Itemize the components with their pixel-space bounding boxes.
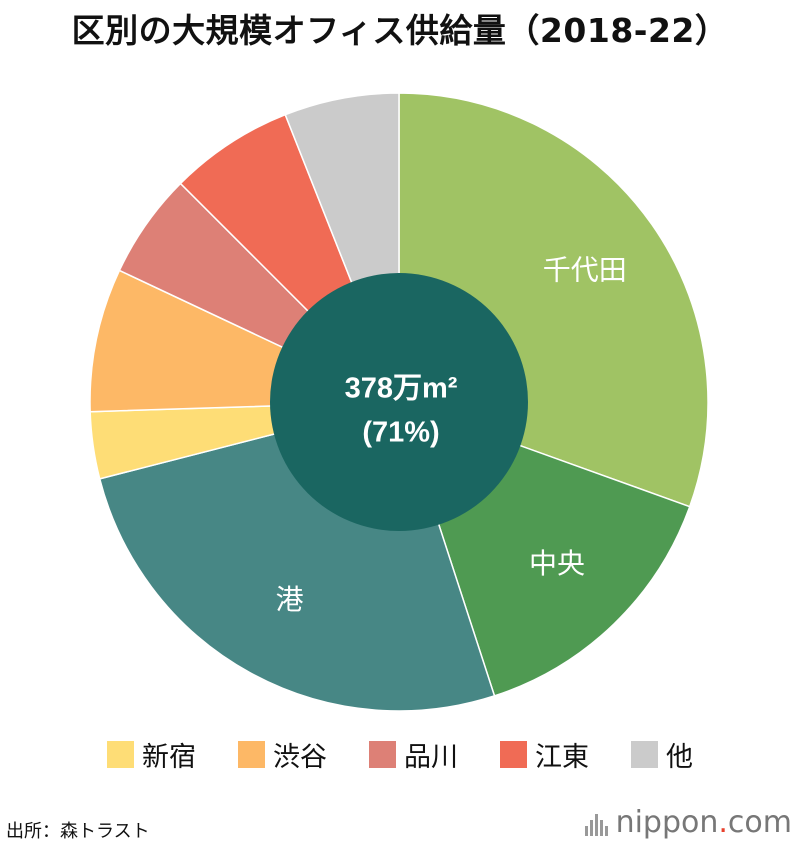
legend-item-shinjuku: 新宿 bbox=[107, 735, 196, 774]
slice-label: 中央 bbox=[529, 547, 585, 580]
logo-suffix: com bbox=[727, 805, 792, 840]
logo-dot: . bbox=[718, 805, 728, 840]
legend-label: 新宿 bbox=[142, 742, 196, 773]
chart-title: 区別の大規模オフィス供給量（2018-22） bbox=[71, 11, 729, 50]
legend-item-koto: 江東 bbox=[500, 735, 589, 774]
center-percent-label: (71%) bbox=[362, 417, 439, 449]
legend-label: 江東 bbox=[535, 742, 589, 773]
legend-swatch bbox=[369, 741, 396, 768]
slice-label: 千代田 bbox=[543, 253, 627, 286]
legend-item-shinagawa: 品川 bbox=[369, 735, 458, 774]
legend: 新宿 渋谷 品川 江東 他 bbox=[0, 735, 800, 774]
logo-name: nippon bbox=[615, 805, 719, 840]
legend-swatch bbox=[107, 741, 134, 768]
slice-label: 港 bbox=[276, 583, 304, 616]
center-value-label: 378万m² bbox=[345, 373, 458, 405]
legend-label: 品川 bbox=[404, 742, 458, 773]
legend-swatch bbox=[238, 741, 265, 768]
legend-label: 渋谷 bbox=[273, 742, 327, 773]
legend-label: 他 bbox=[666, 742, 693, 773]
legend-item-shibuya: 渋谷 bbox=[238, 735, 327, 774]
nippon-logo[interactable]: nippon. com bbox=[584, 805, 792, 840]
logo-bars-icon bbox=[584, 810, 608, 836]
legend-swatch bbox=[500, 741, 527, 768]
legend-item-other: 他 bbox=[631, 735, 693, 774]
legend-swatch bbox=[631, 741, 658, 768]
center-circle bbox=[270, 273, 528, 531]
source-note: 出所：森トラスト bbox=[6, 821, 150, 842]
